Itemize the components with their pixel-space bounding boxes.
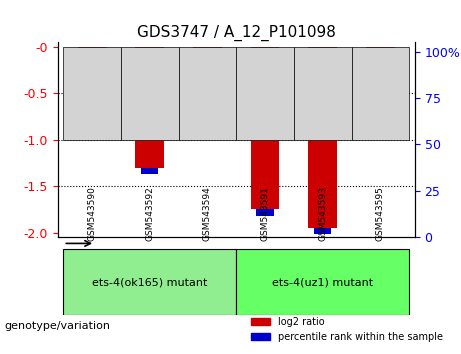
Text: GSM543592: GSM543592 [145, 186, 154, 241]
Title: GDS3747 / A_12_P101098: GDS3747 / A_12_P101098 [137, 25, 336, 41]
Bar [141, 168, 159, 174]
Bar [83, 126, 101, 132]
Bar [314, 228, 331, 234]
Bar [78, 47, 106, 126]
Text: GSM543593: GSM543593 [318, 186, 327, 241]
Bar [308, 47, 337, 228]
Bar [136, 47, 164, 168]
FancyBboxPatch shape [179, 47, 236, 140]
Bar [193, 47, 222, 65]
FancyBboxPatch shape [294, 47, 351, 140]
FancyBboxPatch shape [121, 47, 179, 140]
FancyBboxPatch shape [64, 249, 236, 315]
Text: genotype/variation: genotype/variation [5, 321, 111, 331]
Bar [251, 47, 279, 209]
FancyBboxPatch shape [236, 249, 409, 315]
Text: ets-4(ok165) mutant: ets-4(ok165) mutant [92, 277, 207, 287]
Bar [256, 209, 274, 216]
Bar [366, 47, 395, 112]
Text: GSM543594: GSM543594 [203, 186, 212, 241]
Text: GSM543595: GSM543595 [376, 186, 385, 241]
FancyBboxPatch shape [64, 47, 121, 140]
FancyBboxPatch shape [351, 47, 409, 140]
Text: GSM543591: GSM543591 [260, 186, 270, 241]
Text: GSM543590: GSM543590 [88, 186, 97, 241]
Bar [199, 65, 216, 72]
Legend: log2 ratio, percentile rank within the sample: log2 ratio, percentile rank within the s… [247, 313, 447, 346]
FancyBboxPatch shape [236, 47, 294, 140]
Text: ets-4(uz1) mutant: ets-4(uz1) mutant [272, 277, 373, 287]
Bar [372, 112, 389, 119]
